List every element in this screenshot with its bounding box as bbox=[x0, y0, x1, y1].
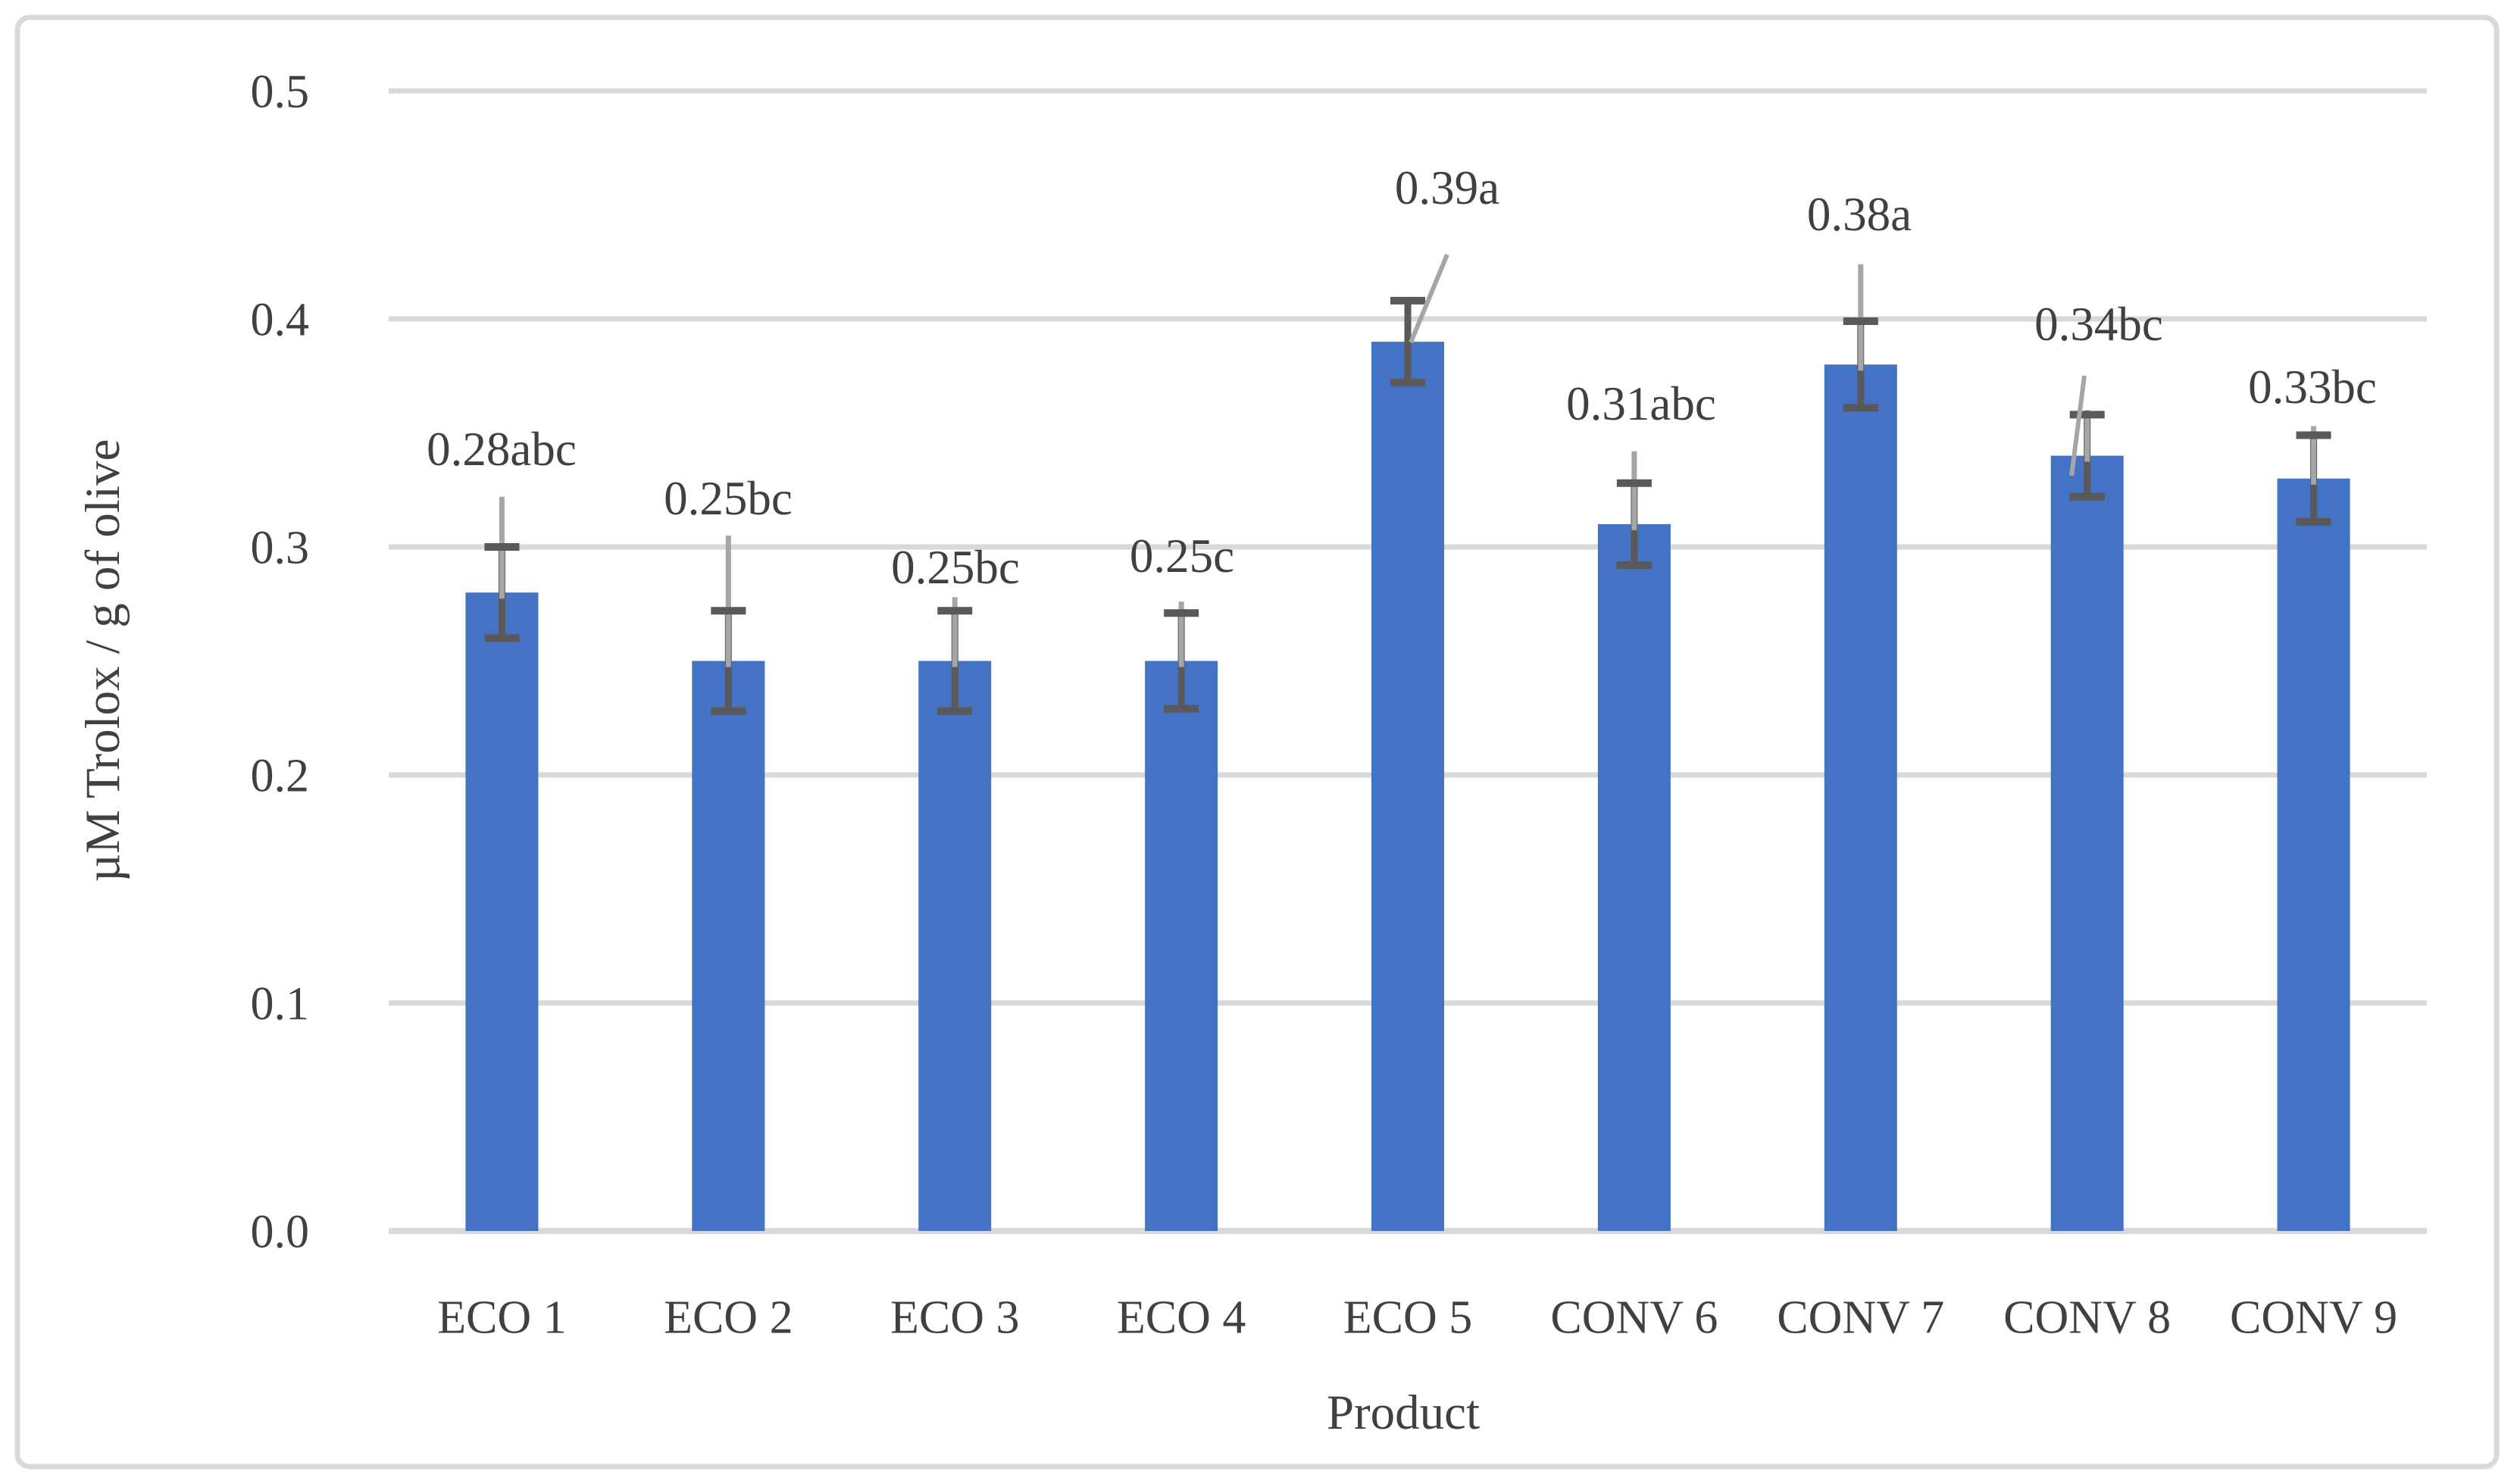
data-label: 0.33bc bbox=[2248, 361, 2377, 414]
data-label-leader-line bbox=[2069, 375, 2087, 476]
bar-conv-9 bbox=[2277, 478, 2350, 1231]
x-tick-labels: ECO 1 ECO 2 ECO 3 ECO 4 ECO 5 CONV 6 CONV 7 CON… bbox=[437, 1292, 2397, 1344]
x-tick-label: ECO 4 bbox=[1117, 1292, 1246, 1344]
data-label: 0.25bc bbox=[664, 472, 793, 525]
bar-eco-1 bbox=[465, 592, 539, 1231]
y-tick-label: 0.4 bbox=[251, 295, 310, 346]
data-labels: 0.28abc 0.25bc 0.25bc 0.25c 0.39a 0.31abc 0.38… bbox=[427, 161, 2377, 594]
y-tick-label: 0.1 bbox=[251, 979, 310, 1030]
error-bar-caps bbox=[484, 296, 2331, 715]
data-label: 0.38a bbox=[1807, 188, 1912, 241]
bar-eco-4 bbox=[1145, 661, 1218, 1231]
x-axis-title: Product bbox=[1327, 1386, 1480, 1440]
data-label: 0.25bc bbox=[891, 541, 1020, 594]
bar-conv-8 bbox=[2050, 455, 2124, 1231]
x-tick-label: CONV 9 bbox=[2230, 1292, 2397, 1344]
chart-outer-border bbox=[14, 14, 2500, 1470]
x-tick-label: ECO 2 bbox=[664, 1292, 793, 1344]
y-tick-label: 0.3 bbox=[251, 523, 310, 574]
x-tick-label: ECO 5 bbox=[1343, 1292, 1473, 1344]
bar-conv-6 bbox=[1597, 523, 1671, 1231]
y-tick-label: 0.5 bbox=[251, 67, 310, 118]
y-tick-labels: 0.5 0.4 0.3 0.2 0.1 0.0 bbox=[251, 67, 310, 1258]
data-label: 0.39a bbox=[1395, 161, 1499, 214]
bar-eco-5 bbox=[1371, 342, 1444, 1232]
x-tick-label: ECO 3 bbox=[890, 1292, 1020, 1344]
bar-eco-2 bbox=[692, 661, 765, 1231]
y-axis-title: µM Trolox / g of olive bbox=[76, 439, 130, 883]
data-label-leader-line bbox=[1409, 253, 1449, 344]
x-tick-label: CONV 8 bbox=[2003, 1292, 2171, 1344]
data-label: 0.25c bbox=[1130, 530, 1234, 583]
data-label: 0.31abc bbox=[1566, 377, 1716, 430]
bars bbox=[465, 342, 2350, 1232]
data-label: 0.34bc bbox=[2034, 298, 2163, 351]
x-tick-label: CONV 7 bbox=[1777, 1292, 1944, 1344]
data-label: 0.28abc bbox=[427, 423, 577, 476]
label-leader-lines bbox=[1409, 253, 2087, 476]
y-tick-label: 0.2 bbox=[251, 751, 310, 802]
bar-eco-3 bbox=[918, 661, 992, 1231]
x-tick-label: ECO 1 bbox=[437, 1292, 567, 1344]
bar-conv-7 bbox=[1824, 364, 1897, 1232]
y-tick-label: 0.0 bbox=[251, 1207, 310, 1258]
x-tick-label: CONV 6 bbox=[1550, 1292, 1718, 1344]
